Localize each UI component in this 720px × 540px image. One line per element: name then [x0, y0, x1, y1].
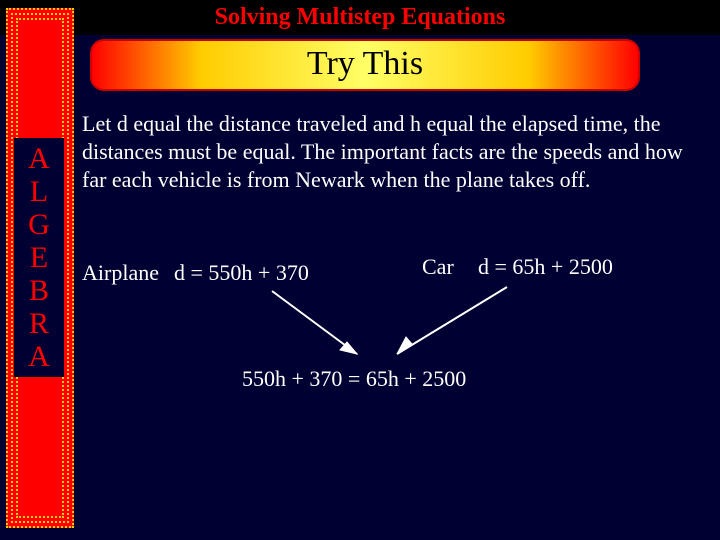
- airplane-equation: d = 550h + 370: [174, 260, 309, 286]
- algebra-letter: B: [16, 274, 62, 307]
- algebra-letter: L: [16, 175, 62, 208]
- car-equation: d = 65h + 2500: [478, 254, 613, 280]
- algebra-letter: A: [16, 340, 62, 373]
- arrow-right: [382, 282, 522, 366]
- sidebar: A L G E B R A: [6, 8, 74, 528]
- algebra-letter: G: [16, 208, 62, 241]
- sidebar-border-inner: A L G E B R A: [16, 18, 64, 518]
- combined-equation: 550h + 370 = 65h + 2500: [242, 366, 466, 392]
- algebra-letter: R: [16, 307, 62, 340]
- algebra-letter: A: [16, 142, 62, 175]
- sidebar-border-mid: A L G E B R A: [11, 13, 69, 523]
- body-paragraph: Let d equal the distance traveled and h …: [82, 110, 708, 194]
- page-title: Solving Multistep Equations: [0, 0, 720, 35]
- airplane-label: Airplane: [82, 260, 159, 286]
- algebra-vertical-label: A L G E B R A: [14, 138, 64, 377]
- arrow-left: [262, 286, 382, 366]
- algebra-letter: E: [16, 241, 62, 274]
- try-this-banner: Try This: [90, 39, 640, 91]
- car-label: Car: [422, 254, 454, 280]
